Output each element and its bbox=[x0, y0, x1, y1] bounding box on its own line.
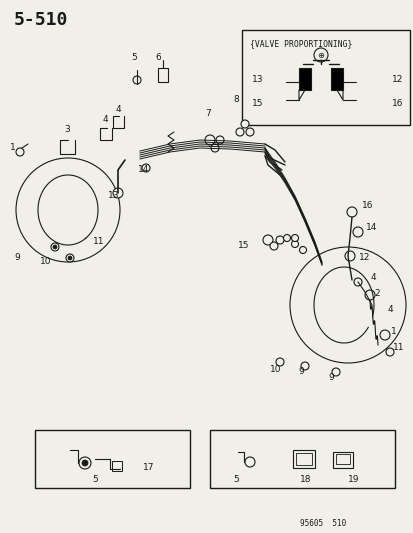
Bar bbox=[332, 452, 352, 468]
Text: 10: 10 bbox=[40, 257, 51, 266]
Circle shape bbox=[313, 48, 327, 62]
Circle shape bbox=[364, 290, 374, 300]
Text: 95605  510: 95605 510 bbox=[299, 520, 345, 529]
Circle shape bbox=[275, 236, 283, 244]
Bar bbox=[335, 454, 349, 464]
Text: 11: 11 bbox=[392, 343, 404, 351]
Bar bbox=[209, 430, 394, 488]
Text: 13: 13 bbox=[108, 190, 119, 199]
Circle shape bbox=[269, 242, 277, 250]
Circle shape bbox=[211, 144, 218, 152]
Text: 12: 12 bbox=[391, 76, 402, 85]
Text: 12: 12 bbox=[358, 254, 370, 262]
Text: 10: 10 bbox=[269, 366, 281, 375]
Circle shape bbox=[113, 188, 123, 198]
Text: 14: 14 bbox=[138, 166, 149, 174]
Bar bbox=[330, 68, 342, 90]
Text: 1: 1 bbox=[390, 327, 396, 336]
Text: 19: 19 bbox=[347, 475, 358, 484]
Text: 13: 13 bbox=[252, 76, 263, 85]
Circle shape bbox=[66, 254, 74, 262]
Text: 4: 4 bbox=[370, 273, 376, 282]
Text: 5: 5 bbox=[92, 475, 97, 484]
Text: 15: 15 bbox=[237, 241, 249, 251]
Circle shape bbox=[352, 227, 362, 237]
Text: 2: 2 bbox=[373, 288, 379, 297]
Text: 15: 15 bbox=[252, 99, 263, 108]
Circle shape bbox=[204, 135, 214, 145]
Bar bbox=[242, 30, 409, 125]
Text: 1: 1 bbox=[10, 143, 16, 152]
Circle shape bbox=[344, 251, 354, 261]
Text: 17: 17 bbox=[142, 464, 154, 472]
Text: 3: 3 bbox=[64, 125, 69, 134]
Text: 7: 7 bbox=[204, 109, 210, 117]
Text: 4: 4 bbox=[387, 305, 393, 314]
Circle shape bbox=[68, 256, 72, 260]
Circle shape bbox=[216, 136, 223, 144]
Bar bbox=[158, 68, 168, 82]
Circle shape bbox=[244, 457, 254, 467]
Circle shape bbox=[262, 235, 272, 245]
Text: 11: 11 bbox=[93, 237, 104, 246]
Circle shape bbox=[245, 128, 254, 136]
Text: 5: 5 bbox=[233, 475, 238, 484]
Text: 5: 5 bbox=[131, 53, 136, 62]
Bar bbox=[112, 461, 122, 471]
Circle shape bbox=[142, 164, 150, 172]
Circle shape bbox=[79, 457, 91, 469]
Circle shape bbox=[16, 148, 24, 156]
Circle shape bbox=[51, 243, 59, 251]
Circle shape bbox=[291, 240, 298, 247]
Circle shape bbox=[240, 120, 248, 128]
Circle shape bbox=[385, 348, 393, 356]
Circle shape bbox=[300, 362, 308, 370]
Circle shape bbox=[299, 246, 306, 254]
Circle shape bbox=[82, 460, 88, 466]
Bar bbox=[298, 68, 310, 90]
Text: 14: 14 bbox=[365, 223, 377, 232]
Text: 9: 9 bbox=[297, 367, 303, 376]
Circle shape bbox=[346, 207, 356, 217]
Bar bbox=[295, 453, 311, 465]
Circle shape bbox=[235, 128, 243, 136]
Circle shape bbox=[275, 358, 283, 366]
Circle shape bbox=[291, 235, 298, 241]
Text: 4: 4 bbox=[116, 106, 121, 115]
Text: 16: 16 bbox=[391, 99, 403, 108]
Bar bbox=[292, 450, 314, 468]
Circle shape bbox=[379, 330, 389, 340]
Circle shape bbox=[133, 76, 141, 84]
Text: 4: 4 bbox=[103, 116, 108, 125]
Text: 9: 9 bbox=[14, 254, 20, 262]
Text: {VALVE PROPORTIONING}: {VALVE PROPORTIONING} bbox=[249, 39, 351, 49]
Text: 6: 6 bbox=[154, 53, 160, 62]
Circle shape bbox=[53, 245, 57, 249]
Text: 5-510: 5-510 bbox=[14, 11, 68, 29]
Text: 9: 9 bbox=[327, 374, 333, 383]
Text: 18: 18 bbox=[299, 475, 311, 484]
Text: 16: 16 bbox=[361, 201, 373, 211]
Text: ⊕: ⊕ bbox=[317, 51, 324, 60]
Bar bbox=[35, 430, 190, 488]
Text: 8: 8 bbox=[233, 95, 238, 104]
Circle shape bbox=[353, 278, 361, 286]
Circle shape bbox=[283, 235, 290, 241]
Circle shape bbox=[331, 368, 339, 376]
